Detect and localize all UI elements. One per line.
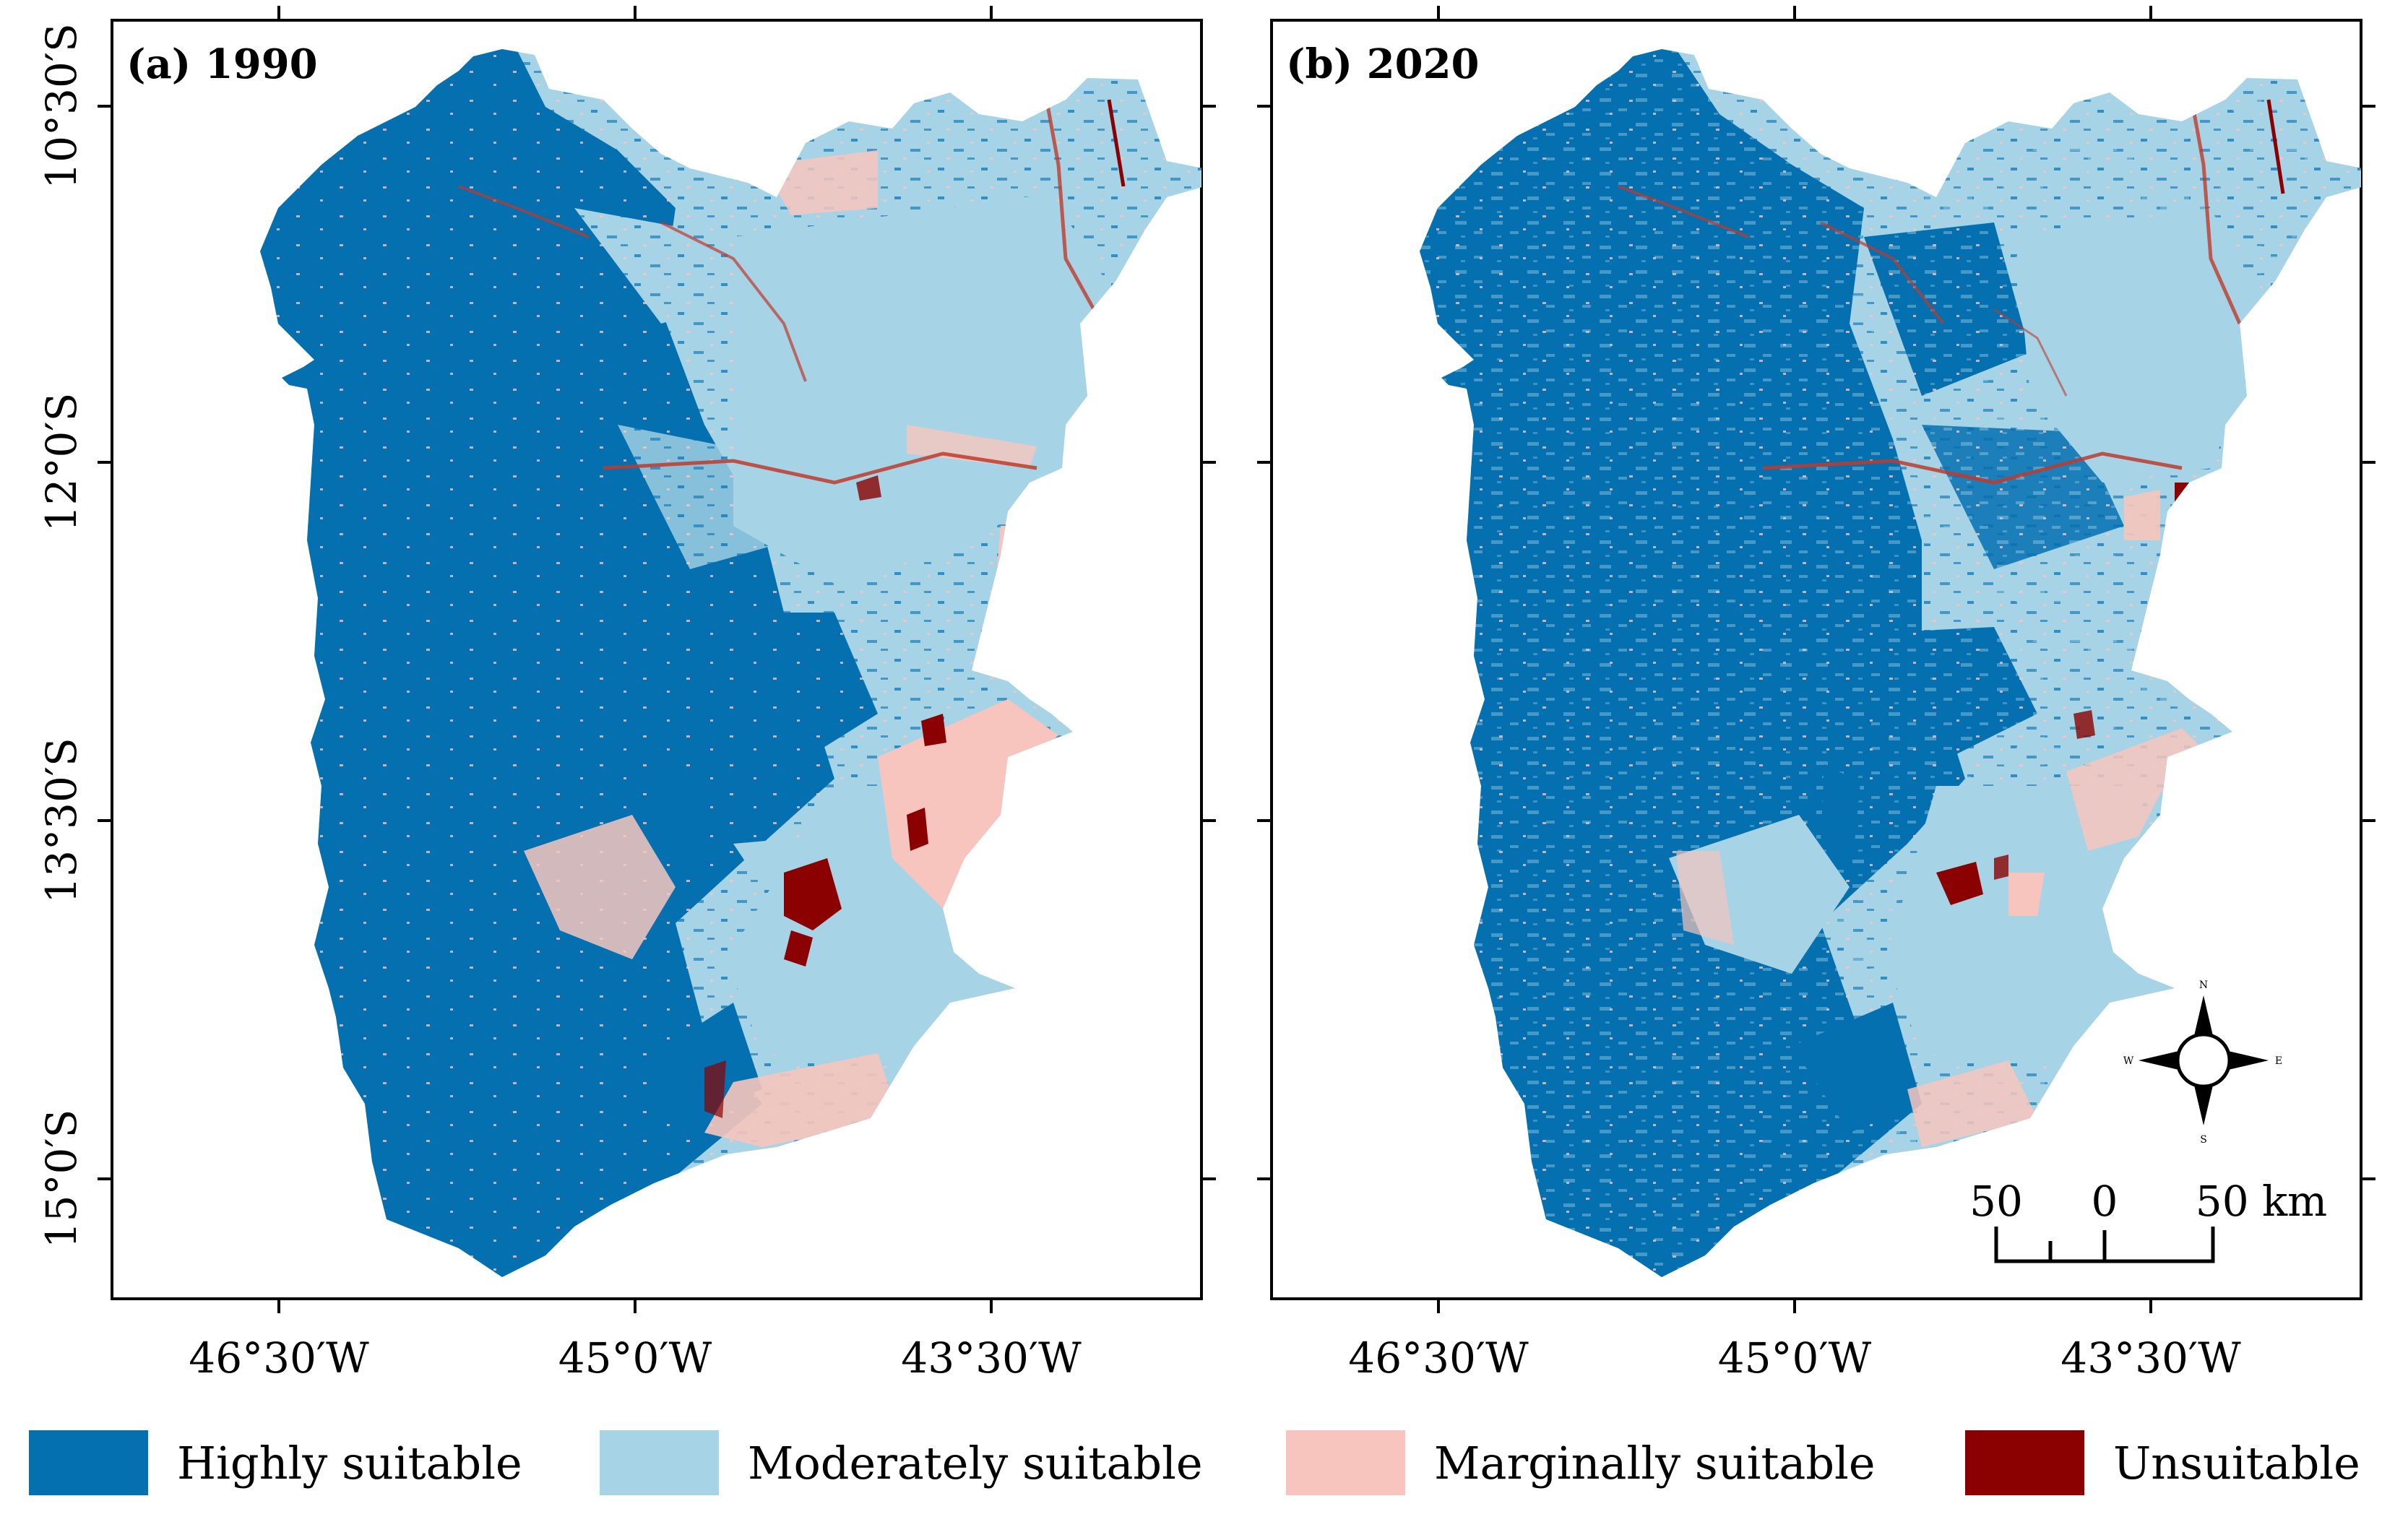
north-arrow-circle	[2175, 1032, 2232, 1089]
north-arrow-s-icon	[2193, 1082, 2214, 1125]
tick-marks	[98, 6, 1216, 1313]
y-tick-label: 10°30′S	[37, 23, 86, 189]
legend: Highly suitable Moderately suitable Marg…	[29, 1430, 2360, 1495]
north-arrow-w-icon	[2139, 1050, 2182, 1071]
north-arrow-w-label: W	[2123, 1055, 2134, 1067]
suitability-map-1990	[260, 49, 1201, 1277]
legend-item: Highly suitable	[29, 1430, 522, 1495]
y-tick-label: 13°30′S	[37, 738, 86, 904]
legend-item: Marginally suitable	[1286, 1430, 1876, 1495]
panel-label-b: (b) 2020	[1286, 40, 1480, 88]
x-tick-label: 46°30′W	[189, 1333, 369, 1383]
x-tick-labels: 46°30′W 45°0′W 43°30′W	[1348, 1333, 2241, 1383]
legend-swatch	[1286, 1430, 1405, 1495]
x-tick-label: 43°30′W	[901, 1333, 1082, 1383]
legend-swatch	[29, 1430, 148, 1495]
x-tick-labels: 46°30′W 45°0′W 43°30′W	[189, 1333, 1082, 1383]
tick-marks	[1257, 6, 2375, 1313]
legend-label: Unsuitable	[2113, 1437, 2360, 1489]
legend-label: Moderately suitable	[748, 1437, 1203, 1489]
x-tick-label: 43°30′W	[2060, 1333, 2241, 1383]
scale-bar: 50 0 50 km	[1969, 1177, 2327, 1263]
legend-label: Marginally suitable	[1434, 1437, 1876, 1489]
x-tick-label: 45°0′W	[558, 1333, 712, 1383]
scale-bar-label: 50 km	[2196, 1177, 2327, 1226]
map-panel-b: (b) 2020 46°30′W 45°0′W 43°30′W N S E W	[1257, 6, 2375, 1383]
north-arrow-e-icon	[2225, 1050, 2269, 1071]
north-arrow-n-label: N	[2199, 980, 2208, 991]
north-arrow-n-icon	[2193, 995, 2214, 1039]
scale-bar-label: 0	[2092, 1177, 2118, 1226]
legend-item: Moderately suitable	[600, 1430, 1203, 1495]
legend-swatch	[600, 1430, 719, 1495]
scale-bar-label: 50	[1969, 1177, 2023, 1226]
y-tick-label: 12°0′S	[37, 393, 86, 532]
map-panel-a: (a) 1990 46°30′W 45°0′W 43°30′W 10°30′S …	[37, 6, 1216, 1383]
legend-swatch	[1965, 1430, 2084, 1495]
legend-item: Unsuitable	[1965, 1430, 2360, 1495]
x-tick-label: 46°30′W	[1348, 1333, 1529, 1383]
north-arrow-s-label: S	[2200, 1134, 2207, 1146]
y-tick-label: 15°0′S	[37, 1110, 86, 1249]
x-tick-label: 45°0′W	[1718, 1333, 1872, 1383]
legend-label: Highly suitable	[177, 1437, 522, 1489]
y-tick-labels: 10°30′S 12°0′S 13°30′S 15°0′S	[37, 23, 86, 1248]
north-arrow-e-label: E	[2275, 1055, 2282, 1067]
north-arrow: N S E W	[2123, 980, 2282, 1146]
panel-label-a: (a) 1990	[126, 40, 318, 88]
